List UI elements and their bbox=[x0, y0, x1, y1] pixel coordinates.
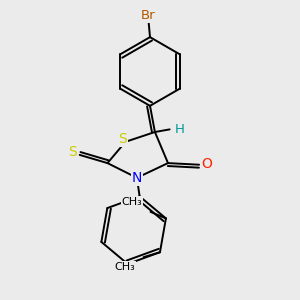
Text: Br: Br bbox=[141, 9, 156, 22]
Text: CH₃: CH₃ bbox=[122, 197, 142, 207]
Text: N: N bbox=[132, 171, 142, 185]
Text: S: S bbox=[118, 131, 127, 146]
Text: S: S bbox=[68, 145, 77, 159]
Text: CH₃: CH₃ bbox=[115, 262, 135, 272]
Text: H: H bbox=[175, 123, 184, 136]
Text: O: O bbox=[201, 157, 212, 171]
